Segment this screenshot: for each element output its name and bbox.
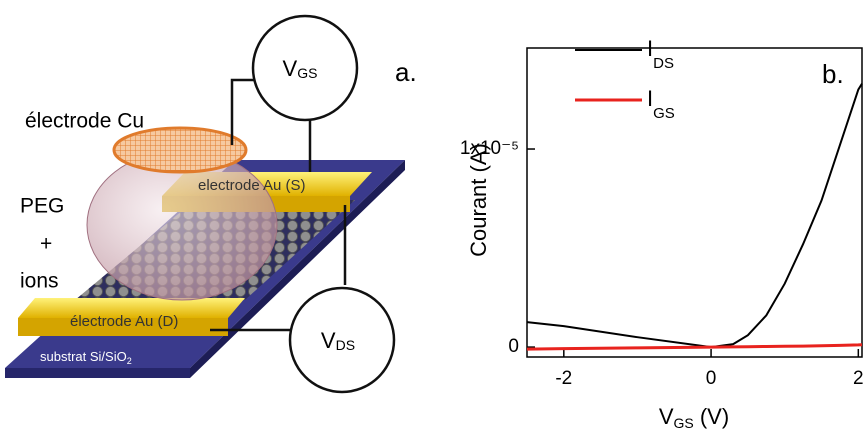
x-tick-label: -2 (555, 368, 572, 389)
y-tick-label: 0 (508, 336, 519, 357)
substrate-side (190, 160, 405, 378)
substrate-label: substrat Si/SiO2 (40, 349, 132, 366)
electrolyte-label: PEG (20, 195, 64, 218)
cu-label: électrode Cu (25, 110, 144, 133)
series-line (526, 343, 863, 351)
y-tick-label: 1x10⁻⁵ (460, 138, 519, 159)
x-axis-label: VGS (V) (659, 404, 729, 431)
electrolyte-label: + (40, 233, 52, 256)
legend-sub: GS (653, 105, 675, 122)
series-line (526, 83, 863, 349)
vds-label: VDS (321, 328, 355, 353)
wire (230, 78, 255, 145)
legend-name: I (647, 36, 653, 61)
vgs-source (251, 14, 359, 122)
drain-electrode (18, 298, 245, 318)
electrolyte-label: ions (20, 270, 59, 293)
drain-electrode-edge (18, 318, 228, 336)
legend-sub: DS (653, 55, 674, 72)
vds-source (288, 286, 396, 394)
source-label: electrode Au (S) (198, 177, 306, 194)
y-axis-label: Courant (A) (466, 143, 491, 257)
cu-electrode (112, 126, 248, 174)
legend-label: IDS (647, 36, 674, 72)
drain-label: électrode Au (D) (70, 313, 178, 330)
device-diagram: VGS VDS a. électrode Cu electrode Au (S)… (5, 14, 417, 394)
plot-frame (526, 47, 863, 358)
x-tick-label: 0 (706, 368, 717, 389)
vgs-label: VGS (283, 56, 318, 81)
legend-label: IGS (647, 86, 675, 122)
panel-label: b. (822, 59, 844, 89)
substrate-edge (5, 368, 190, 378)
panel-label: a. (395, 57, 417, 87)
legend-name: I (647, 86, 653, 111)
x-tick-label: 2 (853, 368, 864, 389)
